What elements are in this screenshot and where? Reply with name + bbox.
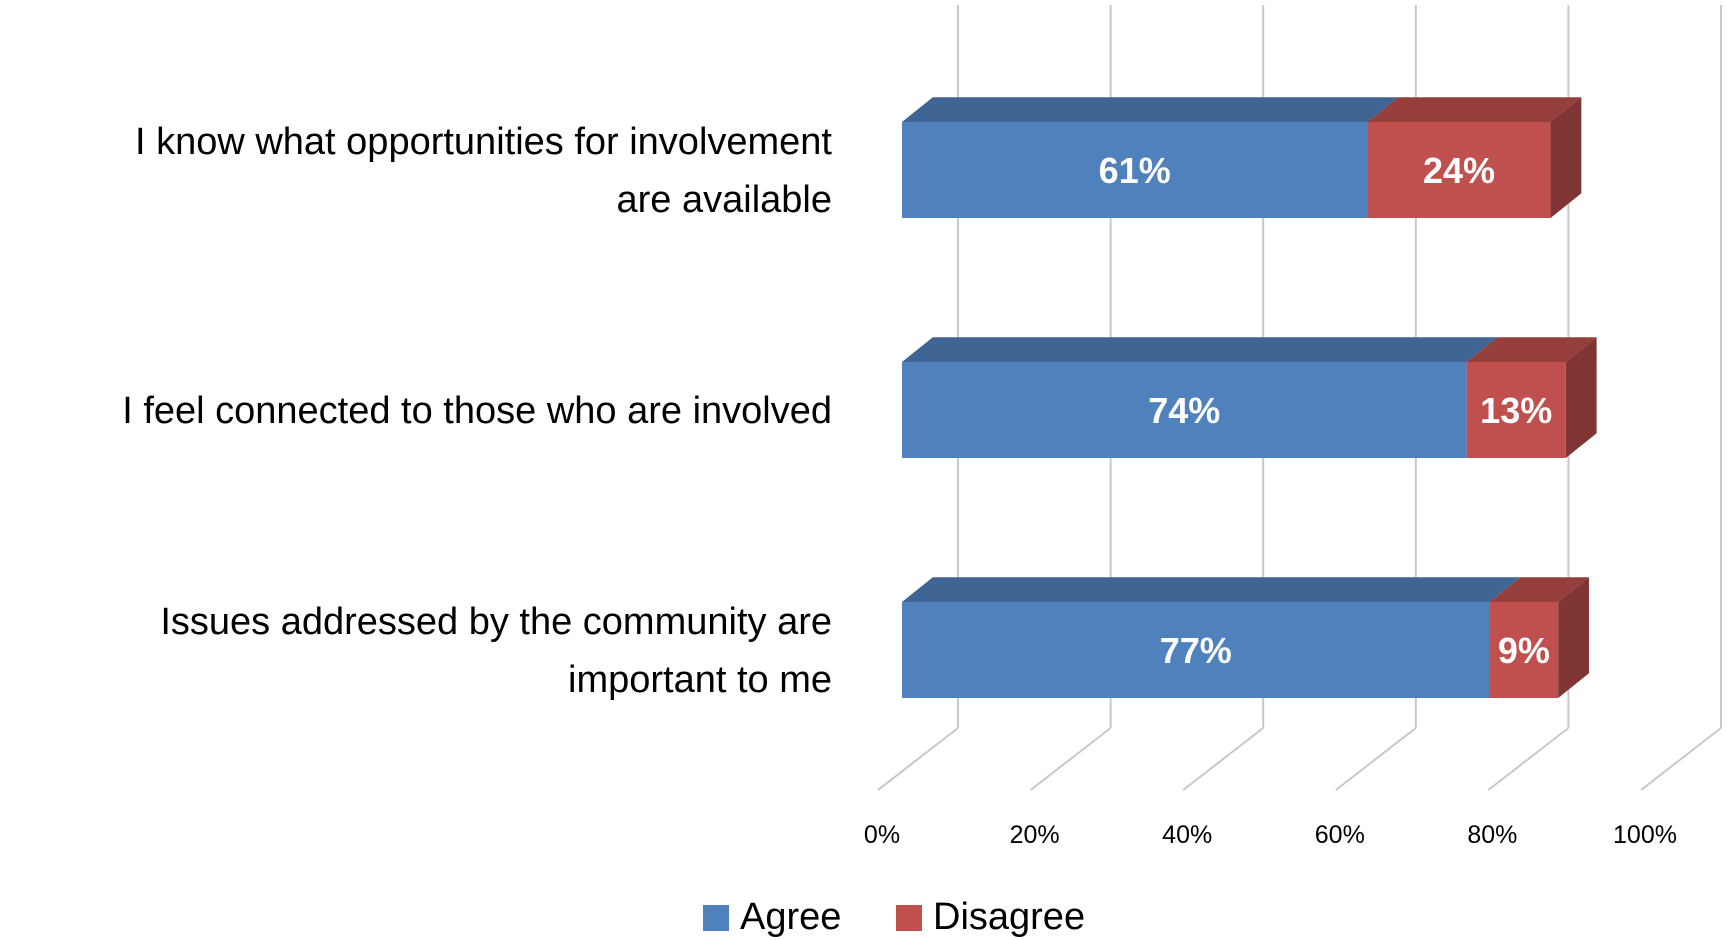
bar-disagree [1367, 122, 1551, 218]
legend-label-agree: Agree [740, 896, 841, 938]
data-label: 61% [1099, 150, 1171, 191]
data-label: 13% [1480, 390, 1552, 431]
x-tick-label: 40% [1162, 821, 1212, 849]
bar-top-agree [902, 337, 1498, 362]
data-label: 77% [1160, 630, 1232, 671]
gridline-floor [1335, 727, 1417, 791]
bar-agree [902, 122, 1368, 218]
legend-swatch-disagree [896, 905, 922, 931]
x-tick-label: 80% [1467, 821, 1517, 849]
x-tick-label: 20% [1010, 821, 1060, 849]
legend-swatch-agree [703, 905, 729, 931]
category-label: Issues addressed by the community are imp… [160, 601, 832, 701]
data-label: 9% [1498, 630, 1550, 671]
gridline-floor [1640, 727, 1722, 791]
x-tick-labels: 0% 20% 40% 60% 80% 100% [864, 821, 1677, 849]
x-tick-label: 60% [1315, 821, 1365, 849]
gridline-floor [1182, 727, 1264, 791]
bar-top-agree [902, 577, 1521, 602]
legend: Agree Disagree [703, 896, 1085, 938]
bar-side-disagree [1565, 337, 1597, 458]
gridline-floor [1487, 727, 1570, 791]
bar-agree [902, 362, 1467, 458]
x-tick-label: 100% [1613, 821, 1677, 849]
category-label: I feel connected to those who are involv… [122, 390, 832, 432]
bar-disagree [1489, 602, 1559, 698]
bar-side-disagree [1558, 577, 1589, 698]
bar-top-disagree [1367, 97, 1582, 122]
bar-top-disagree [1489, 577, 1589, 602]
bar-side-disagree [1550, 97, 1582, 218]
legend-label-disagree: Disagree [933, 896, 1085, 938]
data-label: 24% [1423, 150, 1495, 191]
bar-top-agree [902, 97, 1399, 122]
x-tick-label: 0% [864, 821, 900, 849]
gridline-floor [877, 727, 959, 791]
bar-disagree [1466, 362, 1566, 458]
category-labels: I know what opportunities for involvemen… [122, 121, 832, 701]
bars: 61% 24% 74% 13% 77% 9% [902, 97, 1597, 698]
category-label: I know what opportunities for involvemen… [135, 121, 832, 221]
data-label: 74% [1148, 390, 1220, 431]
bar-top-disagree [1466, 337, 1597, 362]
bar-agree [902, 602, 1490, 698]
gridline-floor [1029, 727, 1112, 791]
